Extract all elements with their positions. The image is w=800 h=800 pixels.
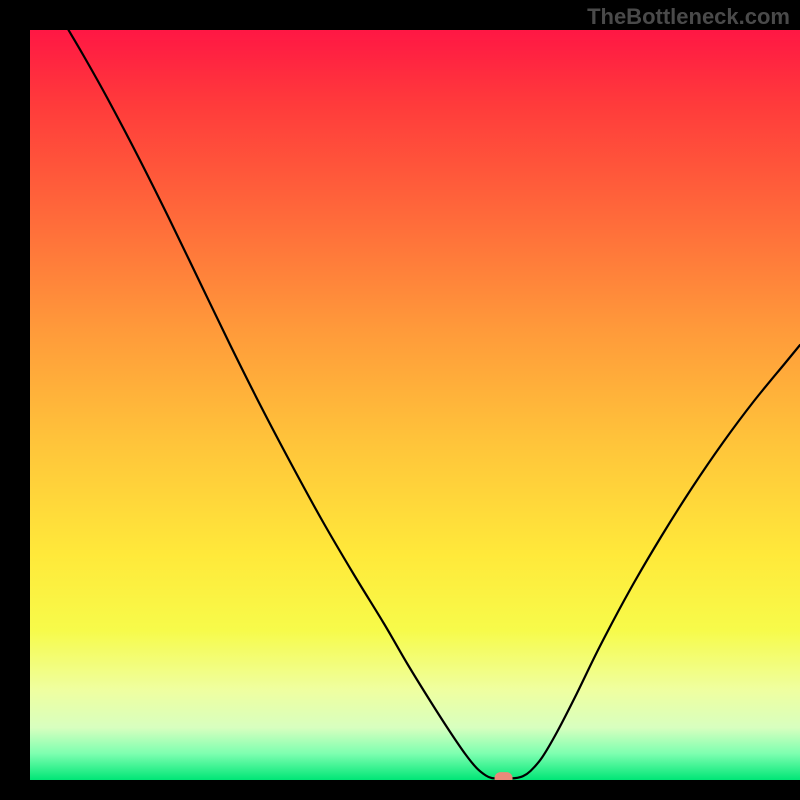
chart-container: TheBottleneck.com bbox=[0, 0, 800, 800]
gradient-background bbox=[30, 30, 800, 780]
plot-svg bbox=[30, 30, 800, 780]
attribution-text: TheBottleneck.com bbox=[587, 4, 790, 30]
optimum-marker bbox=[495, 772, 513, 780]
plot-area bbox=[30, 30, 800, 780]
